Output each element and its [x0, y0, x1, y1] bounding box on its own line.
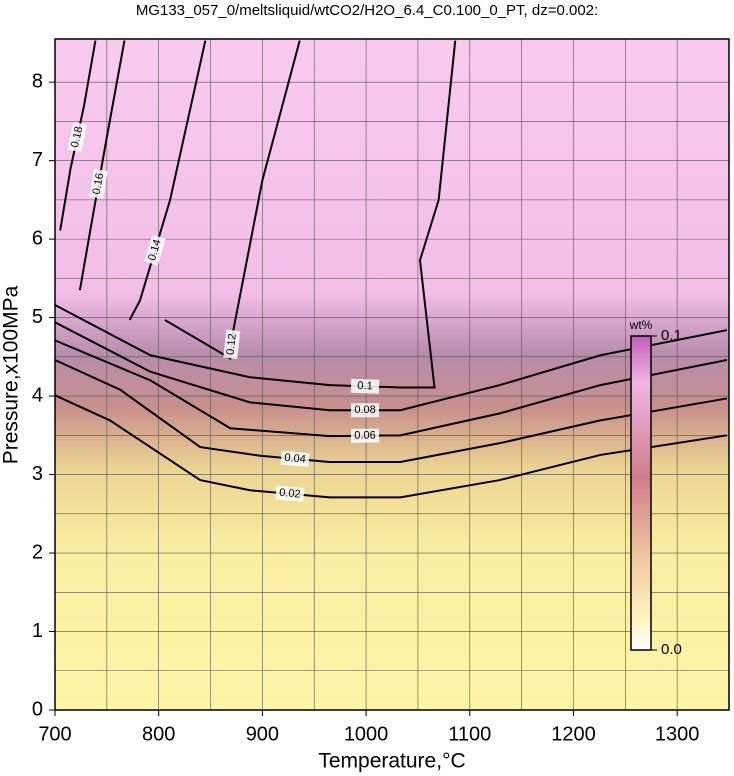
- contour-label-group: 0.08: [351, 403, 380, 418]
- contour-label-group: 0.12: [223, 329, 241, 359]
- x-tick-label: 1100: [448, 723, 491, 745]
- contour-label-bg: [144, 234, 166, 266]
- contour-line: [54, 359, 728, 464]
- contour-label: 0.1: [357, 380, 373, 393]
- contour-label-group: 0.16: [89, 168, 108, 199]
- y-tick-label: 3: [32, 463, 43, 485]
- y-tick-label: 1: [32, 620, 43, 642]
- contour-label-bg: [351, 403, 380, 418]
- contour-line: [54, 40, 457, 389]
- contour-label-bg: [89, 168, 108, 199]
- x-tick-label: 1000: [344, 723, 389, 745]
- contour-label-group: 0.14: [144, 234, 166, 266]
- contour-label-bg: [223, 329, 241, 359]
- contour-label-group: 0.18: [67, 121, 88, 153]
- contour-label-bg: [350, 378, 380, 394]
- contour-label-bg: [275, 485, 305, 502]
- colorbar: [630, 335, 652, 651]
- contour-label: 0.02: [279, 487, 301, 501]
- y-tick-label: 2: [32, 541, 43, 563]
- contour-label-group: 0.04: [280, 450, 310, 468]
- y-tick-label: 8: [32, 70, 43, 92]
- contour-label: 0.06: [354, 430, 376, 442]
- y-tick-label: 0: [32, 698, 43, 720]
- contour-label: 0.14: [146, 238, 164, 262]
- chart-title: MG133_057_0/meltsliquid/wtCO2/H2O_6.4_C0…: [136, 2, 598, 19]
- colorbar-label: wt%: [629, 318, 653, 332]
- x-tick-label: 1300: [655, 723, 700, 745]
- contour-label-bg: [67, 121, 88, 153]
- contour-label-bg: [350, 428, 380, 443]
- contour-label-group: 0.1: [350, 378, 380, 394]
- contour-line: [54, 394, 728, 499]
- contour-label: 0.16: [91, 172, 107, 195]
- x-tick-label: 800: [142, 723, 175, 745]
- colorbar-tick-label: 0.1: [661, 327, 682, 344]
- plot-background: [55, 39, 729, 710]
- contour-label-group: 0.06: [350, 428, 380, 443]
- y-tick-label: 7: [32, 149, 43, 171]
- x-tick-label: 700: [38, 723, 71, 745]
- x-tick-label: 900: [246, 723, 279, 745]
- x-axis-label: Temperature,°C: [318, 750, 465, 773]
- contour-line: [164, 40, 301, 361]
- y-tick-label: 5: [32, 306, 43, 328]
- contour-label-bg: [280, 450, 310, 468]
- contour-label: 0.18: [69, 125, 85, 148]
- y-tick-label: 4: [32, 384, 43, 406]
- colorbar-tick-label: 0.0: [661, 641, 682, 658]
- y-tick-label: 6: [32, 227, 43, 249]
- plot-frame: [54, 38, 730, 711]
- contour-label-group: 0.02: [275, 485, 305, 502]
- contour-label: 0.04: [284, 452, 306, 466]
- contour-label: 0.12: [225, 333, 239, 356]
- contour-label: 0.08: [354, 404, 375, 416]
- y-axis-label: Pressure,x100MPa: [0, 285, 23, 464]
- x-tick-label: 1200: [551, 723, 596, 745]
